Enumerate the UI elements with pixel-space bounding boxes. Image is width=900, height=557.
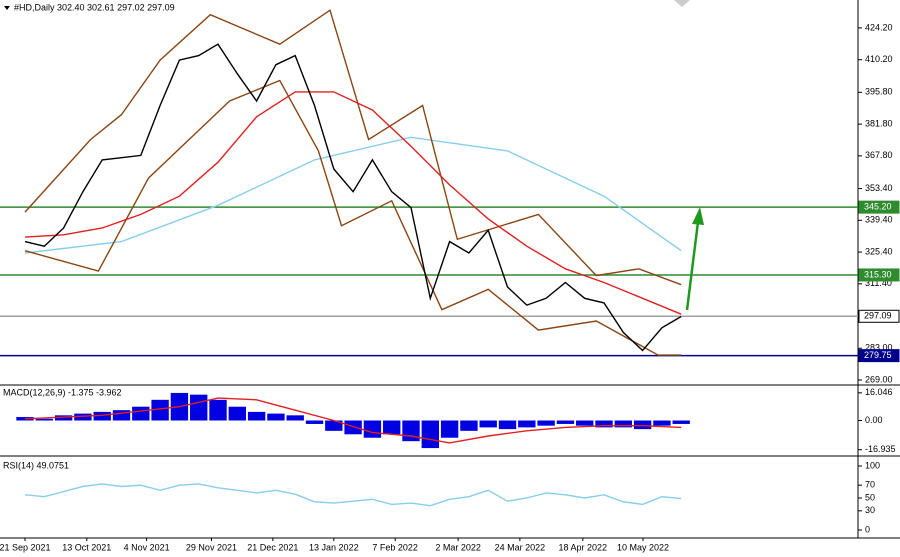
level-label: 279.75 <box>864 350 892 360</box>
histogram-bar <box>93 411 111 421</box>
x-tick-label: 2 Mar 2022 <box>435 542 481 552</box>
histogram-bar <box>151 399 169 421</box>
level-label-box <box>858 268 900 282</box>
histogram-bar <box>653 420 671 426</box>
x-tick-label: 21 Dec 2021 <box>247 542 298 552</box>
x-tick-label: 7 Feb 2022 <box>372 542 418 552</box>
y-tick-label: 269.00 <box>865 374 893 384</box>
histogram-bar <box>190 394 208 421</box>
x-tick-label: 21 Sep 2021 <box>0 542 51 552</box>
level-label: 345.20 <box>864 202 892 212</box>
x-tick-label: 4 Nov 2021 <box>124 542 170 552</box>
histogram-bar <box>344 420 362 435</box>
scroll-marker <box>674 0 690 7</box>
histogram-bar <box>325 420 343 431</box>
series-line <box>24 483 682 507</box>
histogram-bar <box>35 418 53 421</box>
y-tick-label: 410.20 <box>865 54 893 64</box>
level-label-box <box>858 349 900 363</box>
histogram-bar <box>383 420 401 435</box>
panel-title: RSI(14) 49.0751 <box>3 460 69 470</box>
histogram-bar <box>440 420 459 438</box>
histogram-bar <box>247 411 266 421</box>
histogram-bar <box>556 420 575 424</box>
panel-title: MACD(12,26,9) -1.375 -3.962 <box>3 387 122 397</box>
histogram-bar <box>537 420 555 426</box>
histogram-bar <box>576 420 594 426</box>
histogram-bar <box>460 420 478 431</box>
y-tick-label: 424.20 <box>865 22 893 32</box>
histogram-bar <box>421 420 439 449</box>
histogram-bar <box>614 420 632 428</box>
y-tick-label: -16.935 <box>865 444 896 454</box>
histogram-bar <box>267 413 285 421</box>
series-line <box>24 91 682 315</box>
x-tick-label: 18 Apr 2022 <box>559 542 608 552</box>
x-tick-label: 24 Mar 2022 <box>495 542 546 552</box>
histogram-bar <box>209 399 227 421</box>
histogram-bar <box>54 415 73 421</box>
forecast-arrow <box>685 207 704 311</box>
histogram-bar <box>363 420 382 438</box>
histogram-bar <box>132 406 150 421</box>
y-tick-label: 339.40 <box>865 215 893 225</box>
histogram-bar <box>479 420 497 428</box>
histogram-bar <box>672 420 690 424</box>
series-line <box>24 397 682 444</box>
panel-title: #HD,Daily 302.40 302.61 297.02 297.09 <box>14 2 175 12</box>
histogram-bar <box>633 420 652 430</box>
x-tick-label: 13 Jan 2022 <box>309 542 359 552</box>
x-tick-label: 10 May 2022 <box>617 542 669 552</box>
y-tick-label: 70 <box>865 480 875 490</box>
y-tick-label: 283.00 <box>865 343 893 353</box>
y-tick-label: 325.40 <box>865 246 893 256</box>
series-line <box>24 79 682 356</box>
y-tick-label: 381.80 <box>865 118 893 128</box>
series-line <box>24 136 682 254</box>
y-tick-label: 30 <box>865 505 875 515</box>
histogram-bar <box>305 420 324 424</box>
y-tick-label: 50 <box>865 492 875 502</box>
menu-arrow[interactable] <box>4 6 10 10</box>
y-tick-label: 100 <box>865 460 880 470</box>
histogram-bar <box>595 420 613 428</box>
histogram-bar <box>498 420 517 430</box>
histogram-bar <box>228 406 246 421</box>
y-tick-label: 0 <box>865 524 870 534</box>
level-label: 315.30 <box>864 269 892 279</box>
series-line <box>24 43 682 352</box>
y-tick-label: 311.40 <box>865 278 892 288</box>
level-label-box <box>858 200 900 214</box>
level-label: 297.09 <box>864 311 892 321</box>
y-tick-label: 16.046 <box>865 387 893 397</box>
level-label-box <box>858 309 900 323</box>
series-line <box>24 9 682 286</box>
y-tick-label: 367.80 <box>865 150 893 160</box>
histogram-bar <box>518 420 536 428</box>
histogram-bar <box>402 420 420 442</box>
x-tick-label: 29 Nov 2021 <box>186 542 237 552</box>
x-tick-label: 13 Oct 2021 <box>62 542 111 552</box>
histogram-bar <box>74 413 92 421</box>
y-tick-label: 395.80 <box>865 87 893 97</box>
y-tick-label: 0.00 <box>865 415 883 425</box>
histogram-bar <box>112 410 131 421</box>
y-tick-label: 353.40 <box>865 183 893 193</box>
histogram-bar <box>286 415 304 421</box>
